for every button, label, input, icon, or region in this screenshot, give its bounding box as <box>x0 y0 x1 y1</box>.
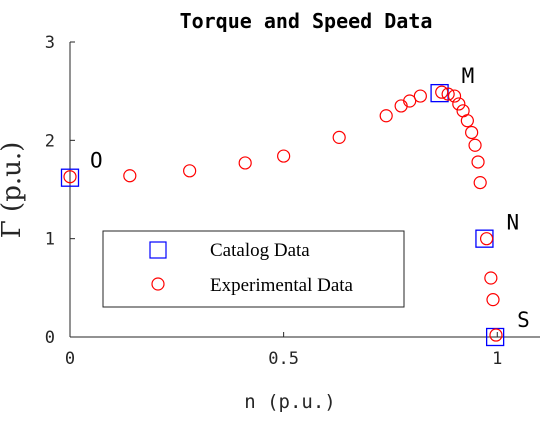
x-axis-label: n (p.u.) <box>244 391 336 413</box>
experimental-data-point <box>379 109 393 123</box>
point-annotations: O M N S <box>90 64 530 332</box>
experimental-data-point <box>468 138 482 152</box>
experimental-data-point <box>277 149 291 163</box>
experimental-data-point <box>452 97 466 111</box>
legend-label-experimental: Experimental Data <box>210 275 354 296</box>
experimental-data-point <box>473 176 487 190</box>
chart-title: Torque and Speed Data <box>180 9 433 33</box>
experimental-data-point <box>484 271 498 285</box>
y-tick-label: 1 <box>45 230 55 250</box>
legend-label-catalog: Catalog Data <box>210 240 310 261</box>
annotation-n: N <box>506 211 519 235</box>
experimental-data-point <box>413 89 427 103</box>
legend-marker-catalog <box>149 241 167 259</box>
experimental-data-point <box>441 87 455 101</box>
x-tick-label: 0 <box>65 349 75 369</box>
experimental-data-point <box>403 94 417 108</box>
annotation-o: O <box>90 149 103 173</box>
annotation-s: S <box>517 308 530 332</box>
axes: 0 0.5 1 0 1 2 3 <box>45 33 540 369</box>
experimental-data-point <box>123 169 137 183</box>
experimental-data-point <box>486 293 500 307</box>
experimental-data-point <box>332 130 346 144</box>
x-tick-label: 0.5 <box>268 349 299 369</box>
legend-box <box>102 230 405 308</box>
data-points <box>60 83 505 347</box>
y-tick-label: 2 <box>45 131 55 151</box>
experimental-data-point <box>447 89 462 103</box>
experimental-data-point <box>435 85 449 99</box>
experimental-data-point <box>489 328 503 342</box>
x-tick-label: 1 <box>492 349 502 369</box>
legend-marker-experimental <box>151 277 165 291</box>
y-tick-label: 3 <box>45 33 55 53</box>
annotation-m: M <box>462 64 475 88</box>
experimental-data-point <box>479 232 494 246</box>
y-axis-label: Γ (p.u.) <box>0 142 27 239</box>
experimental-data-point <box>460 114 474 128</box>
experimental-data-point <box>238 156 252 170</box>
experimental-data-point <box>471 155 485 169</box>
experimental-data-point <box>465 125 479 140</box>
legend: Catalog Data Experimental Data <box>102 230 405 308</box>
experimental-data-point <box>63 170 77 184</box>
y-tick-label: 0 <box>45 328 55 348</box>
experimental-data-point <box>183 164 197 178</box>
catalog-data-point <box>60 168 80 187</box>
